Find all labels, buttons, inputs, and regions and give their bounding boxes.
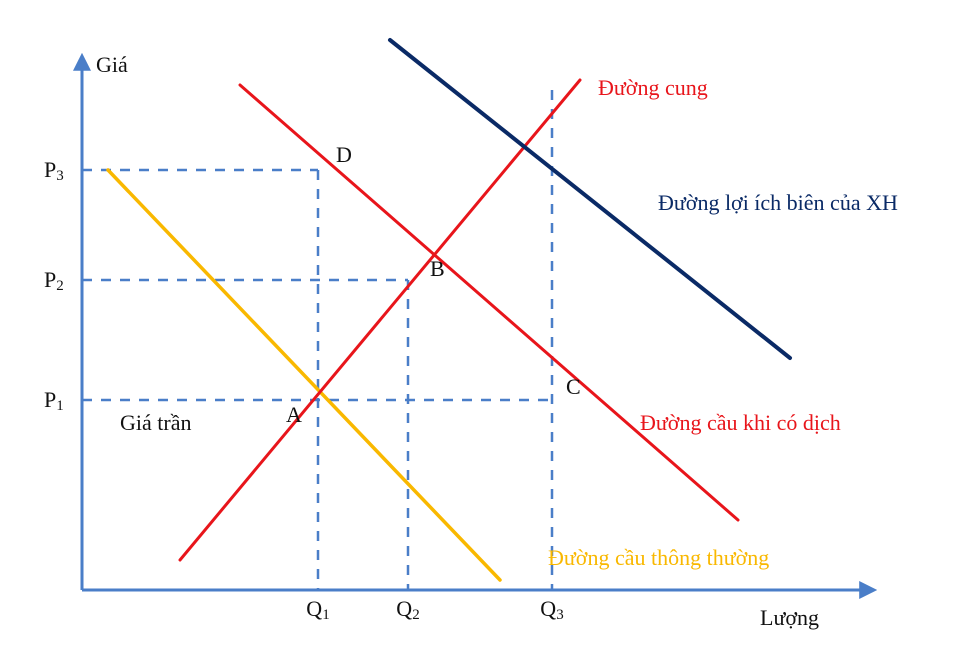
economics-supply-demand-chart: Giá Lượng Giá trần P3 P2 P1 Q1 Q2 Q3 A B C D Đường cu… (0, 0, 960, 664)
axes (82, 60, 870, 590)
point-label-B: B (430, 256, 445, 281)
demand-shift-line (240, 85, 738, 520)
y-tick-P3: P3 (44, 157, 64, 184)
y-axis-label: Giá (96, 52, 128, 77)
chart-svg: Giá Lượng Giá trần P3 P2 P1 Q1 Q2 Q3 A B C D Đường cu… (0, 0, 960, 664)
y-tick-P2: P2 (44, 267, 64, 294)
x-axis-label: Lượng (760, 605, 819, 630)
supply-line (180, 80, 580, 560)
x-tick-Q3: Q3 (540, 596, 563, 623)
price-ceiling-label: Giá trần (120, 410, 191, 435)
demand-normal-label: Đường cầu thông thường (548, 545, 769, 570)
x-tick-Q2: Q2 (396, 596, 419, 623)
curves (108, 40, 790, 580)
point-label-D: D (336, 142, 352, 167)
point-label-A: A (286, 402, 302, 427)
supply-label: Đường cung (598, 75, 708, 100)
demand-shift-label: Đường cầu khi có dịch (640, 410, 841, 435)
demand-normal-line (108, 170, 500, 580)
marginal-benefit-label: Đường lợi ích biên của XH (658, 190, 898, 215)
point-label-C: C (566, 374, 581, 399)
x-tick-Q1: Q1 (306, 596, 329, 623)
y-tick-P1: P1 (44, 387, 64, 414)
guide-lines (82, 90, 552, 590)
